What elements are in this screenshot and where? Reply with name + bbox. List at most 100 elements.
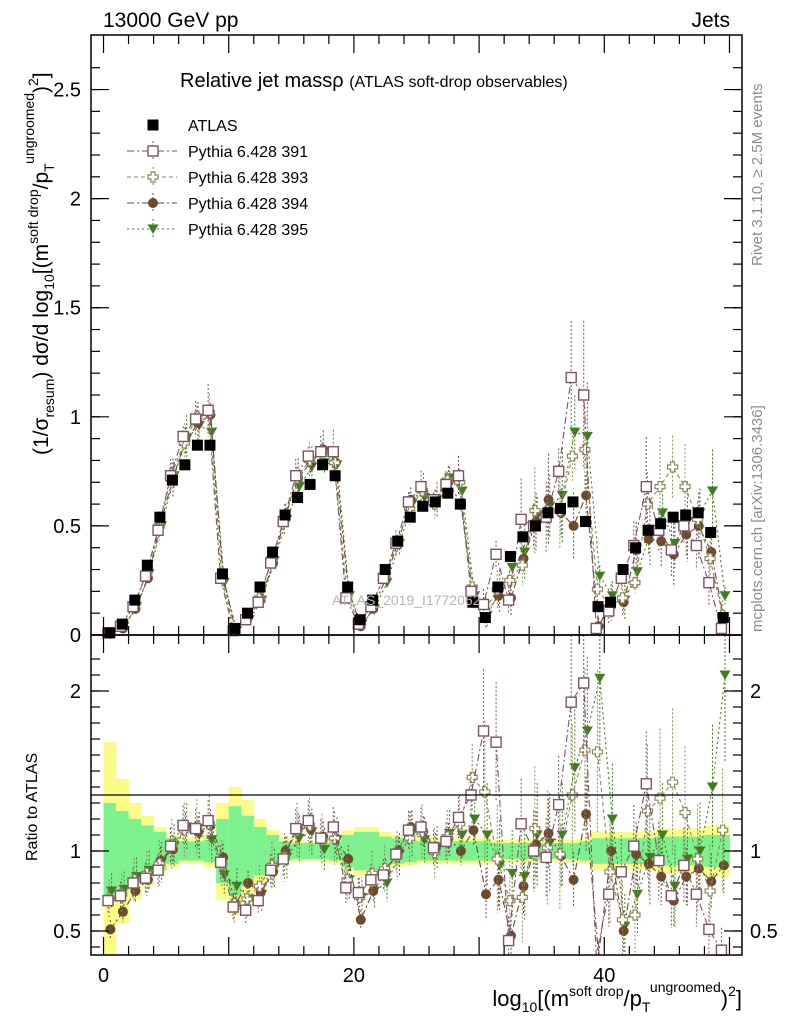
header-right: Jets — [691, 9, 730, 32]
legend-marker — [147, 145, 159, 157]
data-point — [452, 811, 465, 824]
data-point — [477, 598, 490, 611]
data-point — [317, 459, 329, 471]
ratio-band-inner — [504, 843, 518, 859]
ratio-band-inner — [704, 835, 718, 867]
data-point — [365, 874, 377, 886]
chart-title-main: Relative jet massρ — [180, 70, 344, 92]
data-point — [241, 607, 253, 619]
data-point — [604, 866, 616, 878]
data-point — [679, 481, 691, 493]
data-point — [469, 814, 481, 824]
data-point — [666, 461, 679, 473]
data-point — [565, 696, 577, 708]
data-point — [327, 446, 340, 458]
data-point — [665, 544, 678, 556]
data-point — [690, 888, 703, 900]
data-point — [715, 944, 728, 956]
data-point — [656, 871, 667, 882]
ratio-band-inner — [178, 841, 192, 861]
data-point — [402, 824, 415, 836]
data-point — [367, 594, 379, 606]
series-line — [107, 376, 722, 634]
data-point — [191, 439, 203, 451]
data-point — [515, 513, 527, 526]
ratio-p393 — [103, 668, 729, 955]
data-point — [718, 860, 729, 871]
data-point — [227, 901, 239, 913]
mcplots-label: mcplots.cern.ch [arXiv:1306.3436] — [749, 405, 766, 632]
data-point — [116, 618, 128, 630]
data-point — [340, 592, 352, 604]
data-point — [315, 446, 327, 458]
data-point — [342, 581, 354, 593]
data-point — [302, 814, 314, 827]
data-point — [290, 822, 302, 835]
data-point — [568, 520, 579, 531]
data-point — [631, 567, 643, 577]
data-point — [139, 570, 152, 582]
data-point — [267, 546, 279, 558]
ratio-band-inner — [378, 836, 392, 866]
data-point — [114, 890, 127, 902]
data-point — [690, 539, 703, 552]
data-point — [154, 511, 166, 523]
data-point — [655, 518, 667, 530]
data-point — [355, 914, 366, 925]
data-point — [715, 622, 728, 635]
ratio-band-inner — [616, 838, 630, 864]
data-point — [329, 470, 341, 482]
data-point — [704, 885, 716, 897]
data-point — [254, 581, 266, 593]
data-point — [516, 891, 528, 903]
data-point — [643, 858, 654, 869]
data-point — [540, 851, 552, 864]
data-point — [315, 832, 327, 844]
legend-label: Pythia 6.428 393 — [188, 170, 308, 187]
data-point — [202, 814, 214, 827]
data-point — [415, 821, 427, 833]
data-point — [477, 725, 490, 737]
data-point — [467, 596, 479, 608]
tick-label: 20 — [343, 965, 365, 987]
tick-label: 0.5 — [53, 921, 81, 943]
data-point — [603, 888, 615, 900]
data-point — [565, 371, 577, 384]
data-point — [567, 496, 579, 508]
ratio-band-inner — [116, 811, 129, 891]
data-point — [204, 439, 216, 451]
ratio-band-inner — [191, 841, 205, 861]
legend-label: Pythia 6.428 391 — [188, 144, 308, 161]
data-point — [177, 819, 189, 832]
data-point — [529, 505, 541, 517]
data-point — [703, 576, 715, 589]
data-point — [117, 906, 128, 917]
data-point — [706, 876, 717, 887]
data-point — [643, 534, 654, 544]
data-point — [527, 845, 540, 857]
data-point — [177, 430, 189, 443]
ratio-band-inner — [303, 843, 317, 859]
data-point — [654, 792, 666, 804]
ratio-panel-series — [102, 635, 731, 956]
ratio-band-inner — [241, 815, 255, 887]
data-point — [678, 859, 690, 872]
tick-label: 1 — [70, 407, 81, 429]
data-point — [277, 853, 289, 865]
data-point — [292, 492, 304, 504]
data-point — [529, 520, 541, 532]
data-point — [506, 868, 518, 879]
ratio-line — [108, 749, 724, 921]
data-point — [404, 511, 416, 523]
data-point — [543, 828, 554, 839]
data-point — [127, 877, 139, 889]
ratio-band-inner — [591, 838, 605, 864]
data-point — [381, 878, 393, 888]
ratio-band-inner — [291, 843, 305, 859]
data-point — [265, 864, 277, 876]
data-point — [490, 736, 502, 748]
rivet-label: Rivet 3.1.10, ≥ 2.5M events — [749, 84, 766, 267]
ratio-band-inner — [328, 841, 342, 861]
ratio-band-inner — [716, 835, 730, 867]
